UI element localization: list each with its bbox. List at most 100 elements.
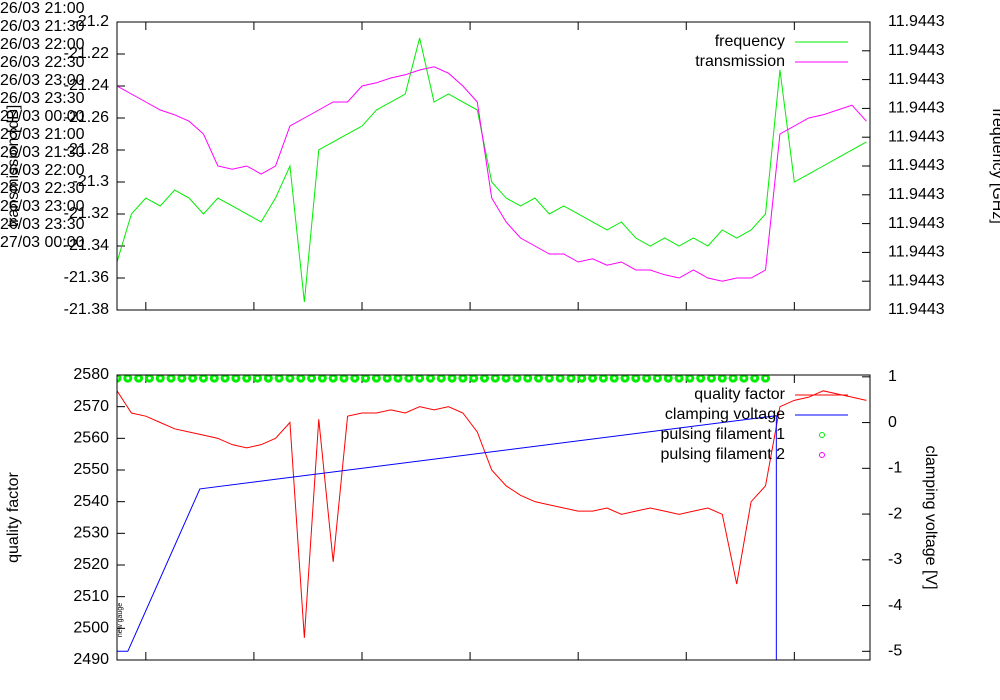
legend-label: quality factor (694, 386, 785, 403)
point (263, 375, 273, 383)
point (253, 375, 263, 383)
y2-axis-label: frequency [GHz] (989, 108, 1000, 224)
point (696, 375, 706, 383)
point (652, 375, 662, 383)
series-line (117, 37, 867, 303)
y2-tick-label: 11.9443 (888, 42, 945, 59)
y2-tick-label: -3 (888, 551, 902, 568)
y2-tick-label: -5 (888, 643, 902, 660)
y2-tick-label: -1 (888, 460, 902, 477)
y2-tick-label: 11.9443 (888, 215, 945, 232)
legend-label: pulsing filament 2 (660, 446, 785, 463)
y-tick-label: 2490 (73, 651, 109, 668)
point (117, 375, 122, 383)
point (198, 375, 208, 383)
point (588, 375, 598, 383)
x-tick-label: 26/03 22:00 (0, 162, 85, 179)
y2-tick-label: 11.9443 (888, 13, 945, 30)
legend-label: transmission (695, 53, 785, 70)
y-tick-label: 2560 (73, 430, 109, 447)
point (469, 375, 479, 383)
y-tick-label: 2580 (73, 366, 109, 383)
point (620, 375, 630, 383)
legend-label: pulsing filament 1 (660, 426, 785, 443)
point (490, 375, 500, 383)
y-tick-label: 2510 (73, 588, 109, 605)
point (761, 375, 771, 383)
x-tick-label: 26/03 23:30 (0, 216, 85, 233)
y-axis-label: quality factor (5, 471, 22, 562)
point (285, 375, 295, 383)
annotation: new gauge (117, 603, 124, 637)
y2-tick-label: 11.9443 (888, 186, 945, 203)
x-tick-label: 27/03 00:00 (0, 234, 85, 251)
point (317, 375, 327, 383)
point (750, 375, 760, 383)
y-tick-label: -21.26 (64, 109, 109, 126)
point (555, 375, 565, 383)
y-axis-label: transmission [dB] (5, 105, 22, 228)
point (739, 375, 749, 383)
y2-axis-label: clamping voltage [V] (922, 445, 939, 589)
x-tick-label: 26/03 21:30 (0, 144, 85, 161)
plot-border (116, 374, 871, 661)
point (674, 375, 684, 383)
x-tick-label: 26/03 21:30 (0, 18, 85, 35)
point (501, 375, 511, 383)
y-tick-label: 2520 (73, 556, 109, 573)
y-tick-label: -21.3 (73, 173, 110, 190)
x-tick-label: 26/03 23:00 (0, 72, 85, 89)
y-tick-label: 2570 (73, 398, 109, 415)
point (166, 375, 176, 383)
y2-tick-label: 11.9443 (888, 272, 945, 289)
x-tick-label: 27/03 00:00 (0, 108, 85, 125)
point (209, 375, 219, 383)
y2-tick-label: -4 (888, 597, 902, 614)
point (177, 375, 187, 383)
point (415, 375, 425, 383)
point (134, 375, 144, 383)
point (458, 375, 468, 383)
point (685, 375, 695, 383)
point (436, 375, 446, 383)
point (512, 375, 522, 383)
point (404, 375, 414, 383)
x-tick-label: 26/03 23:30 (0, 90, 85, 107)
y2-tick-label: 11.9443 (888, 100, 945, 117)
point (350, 375, 360, 383)
y-tick-label: -21.34 (64, 237, 109, 254)
point (220, 375, 230, 383)
y2-tick-label: 0 (888, 414, 897, 431)
point (155, 375, 165, 383)
x-tick-label: 26/03 23:00 (0, 198, 85, 215)
y2-tick-label: 1 (888, 368, 897, 385)
y-tick-label: -21.2 (73, 13, 110, 30)
y-tick-label: 2540 (73, 493, 109, 510)
y-tick-label: -21.28 (64, 141, 109, 158)
point (188, 375, 198, 383)
point (479, 375, 489, 383)
y-tick-label: 2530 (73, 525, 109, 542)
y-tick-label: -21.38 (64, 301, 109, 318)
y2-tick-label: 11.9443 (888, 128, 945, 145)
series-line (117, 415, 777, 660)
y-tick-label: 2500 (73, 620, 109, 637)
y2-tick-label: 11.9443 (888, 301, 945, 318)
y-tick-label: 2550 (73, 461, 109, 478)
point (663, 375, 673, 383)
plot-area (117, 37, 867, 303)
point (544, 375, 554, 383)
point (393, 375, 403, 383)
point (382, 375, 392, 383)
legend-marker (819, 452, 825, 458)
x-tick-label: 26/03 21:00 (0, 126, 85, 143)
point (447, 375, 457, 383)
point (717, 375, 727, 383)
point (523, 375, 533, 383)
y-tick-label: -21.24 (64, 77, 109, 94)
point (242, 375, 252, 383)
point (231, 375, 241, 383)
x-tick-label: 26/03 22:00 (0, 36, 85, 53)
point (577, 375, 587, 383)
